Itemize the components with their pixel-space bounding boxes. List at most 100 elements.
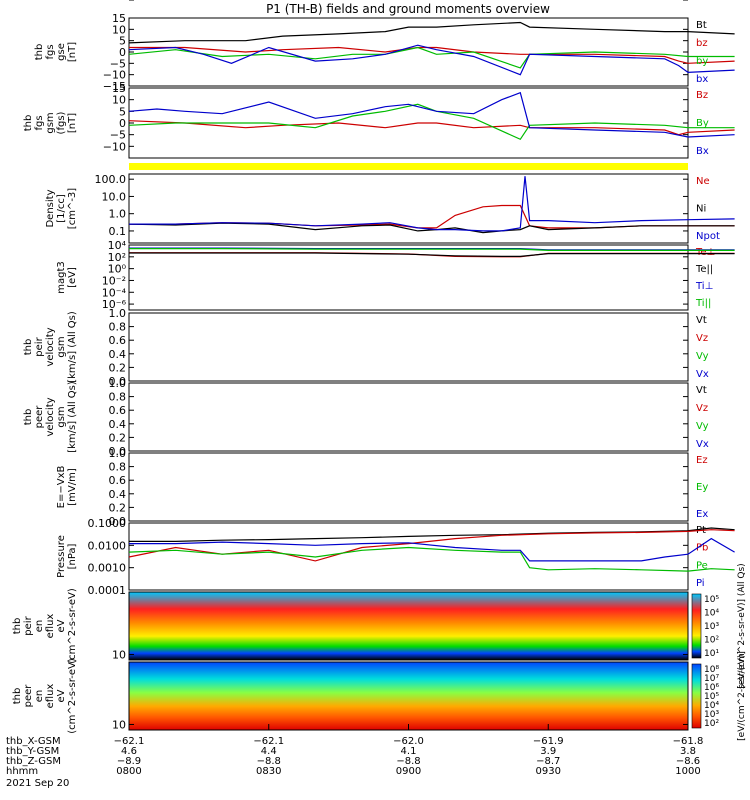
- x-tick-label: 4.6: [121, 746, 137, 757]
- colorbar-tick-label: 10³: [704, 622, 719, 632]
- y-axis-label: (cm^2-s-sr-eV): [67, 588, 78, 664]
- y-tick-label: 10: [112, 718, 126, 731]
- date-label: 2021 Sep 20: [6, 778, 69, 789]
- y-axis-label: fgs: [45, 44, 56, 59]
- y-axis-label: gsm: [56, 336, 67, 357]
- y-axis-label: [1/cc]: [56, 194, 67, 223]
- y-tick-label: 0.6: [109, 334, 127, 347]
- legend-entry: by: [696, 56, 708, 67]
- panel-frame-4: [128, 244, 689, 311]
- legend-entry: bz: [696, 38, 708, 49]
- legend-entry: Vz: [696, 403, 708, 414]
- legend-entry: Te||: [695, 264, 713, 275]
- y-axis-label: [cm^-3]: [67, 188, 78, 229]
- y-axis-label: magt3: [56, 261, 67, 294]
- panel-frame-3: [128, 173, 689, 244]
- x-tick-label: 1000: [675, 766, 700, 777]
- y-tick-label: 1.0: [109, 208, 127, 221]
- y-tick-label: 10⁴: [108, 239, 127, 252]
- legend-entry: Pb: [696, 543, 708, 554]
- y-tick-label: 15: [112, 82, 126, 95]
- colorbar-tick-label: 10²: [704, 636, 719, 646]
- y-tick-label: 0.0: [109, 515, 127, 528]
- legend-entry: Bx: [696, 146, 709, 157]
- y-tick-label: 100.0: [95, 173, 127, 186]
- y-tick-label: 0.8: [109, 461, 127, 474]
- y-tick-label: 0.0010: [88, 562, 127, 575]
- x-tick-label: 0830: [256, 766, 281, 777]
- colorbar-tick-label: 10⁵: [704, 692, 719, 702]
- y-axis-label: gse: [56, 43, 67, 61]
- y-axis-label: fgs: [34, 115, 45, 130]
- colorbar-9: [691, 593, 702, 659]
- y-tick-label: 5: [119, 35, 126, 48]
- y-tick-label: 0: [119, 46, 126, 59]
- y-axis-label: gsm: [45, 112, 56, 133]
- legend-entry: Vy: [696, 421, 709, 432]
- x-row-label: thb_Y-GSM: [6, 746, 59, 757]
- colorbar-tick-label: 10⁴: [704, 701, 719, 711]
- y-tick-label: 100: [105, 0, 126, 3]
- series-line-Pt: [129, 527, 735, 542]
- series-line-bz: [129, 46, 735, 64]
- y-tick-label: 0.2: [109, 501, 127, 514]
- spectrogram-10: [129, 662, 688, 730]
- colorbar-tick-label: 10⁴: [704, 609, 719, 619]
- y-tick-label: 100: [105, 0, 126, 3]
- y-tick-label: 0.2: [109, 361, 127, 374]
- colorbar-label: [eV/(cm^2-s-sr-eV)]: [737, 651, 747, 741]
- colorbar-10: [691, 663, 702, 729]
- x-tick-label: −61.8: [673, 736, 704, 747]
- y-tick-label: 1.0: [109, 307, 127, 320]
- series-line-Ti||: [129, 248, 735, 251]
- y-tick-label: 10⁻²: [102, 274, 126, 287]
- x-row-label: thb_X-GSM: [6, 736, 61, 747]
- legend-entry: bx: [696, 74, 708, 85]
- y-tick-label: 10⁰: [108, 263, 127, 276]
- y-axis-label: thb: [23, 115, 34, 132]
- x-row-label: hhmm: [6, 766, 38, 777]
- x-tick-label: 4.4: [261, 746, 277, 757]
- panel-frame-7: [128, 452, 689, 522]
- y-axis-label: [eV]: [67, 267, 78, 288]
- colorbar-tick-label: 10⁷: [704, 674, 719, 684]
- x-tick-label: −8.7: [536, 756, 560, 767]
- y-axis-label: [nT]: [67, 113, 78, 133]
- y-tick-label: 0.8: [109, 321, 127, 334]
- legend-entry: Pi: [696, 578, 705, 589]
- y-tick-label: 0.1: [109, 225, 127, 238]
- y-tick-label: 1.0: [109, 377, 127, 390]
- colorbar-tick-label: 10⁵: [704, 595, 719, 605]
- legend-entry: Vx: [696, 369, 709, 380]
- y-axis-label: (fgs): [56, 111, 67, 134]
- colorbar-tick-label: 10⁶: [704, 683, 719, 693]
- legend-entry: Npot: [696, 231, 720, 242]
- y-axis-label: eflux: [45, 614, 56, 639]
- legend-entry: Ni: [696, 204, 706, 215]
- y-axis-label: [km/s] (All Qs): [67, 381, 78, 453]
- panel-9: 10⁵ 10⁴ 10³ 10² 10¹ [eV/(cm^2-s-sr-eV)] (All …: [12, 0, 747, 689]
- legend-entry: Vy: [696, 351, 709, 362]
- x-tick-label: −62.1: [114, 736, 145, 747]
- legend-entry: Vz: [696, 333, 708, 344]
- series-line-Npot: [129, 176, 735, 232]
- y-tick-label: 10: [112, 94, 126, 107]
- colorbar-tick-label: 10¹: [704, 649, 719, 659]
- spectrogram-9: [129, 592, 688, 660]
- x-tick-label: 3.8: [680, 746, 696, 757]
- panel-frame-9: [128, 591, 689, 661]
- x-tick-label: 4.1: [401, 746, 417, 757]
- legend-entry: Pe: [696, 560, 708, 571]
- y-tick-label: 10.0: [102, 190, 127, 203]
- y-axis-label: gsm: [56, 406, 67, 427]
- y-axis-label: eflux: [45, 684, 56, 709]
- y-tick-label: 15: [112, 12, 126, 25]
- y-axis-label: Pressure: [56, 535, 67, 578]
- y-tick-label: −5: [110, 129, 126, 142]
- y-axis-label: peir: [34, 336, 45, 356]
- legend-entry: Vt: [696, 315, 707, 326]
